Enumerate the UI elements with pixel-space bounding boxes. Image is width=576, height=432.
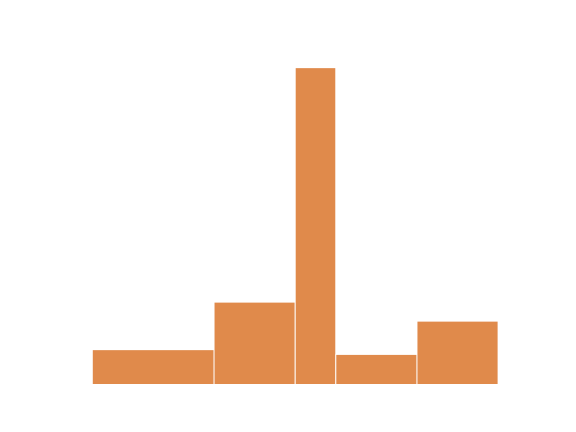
histogram-bar xyxy=(294,67,337,386)
histogram-bar xyxy=(335,353,418,385)
histogram-bar xyxy=(91,349,215,386)
histogram-bar xyxy=(213,301,296,386)
histogram-bar xyxy=(416,320,499,385)
